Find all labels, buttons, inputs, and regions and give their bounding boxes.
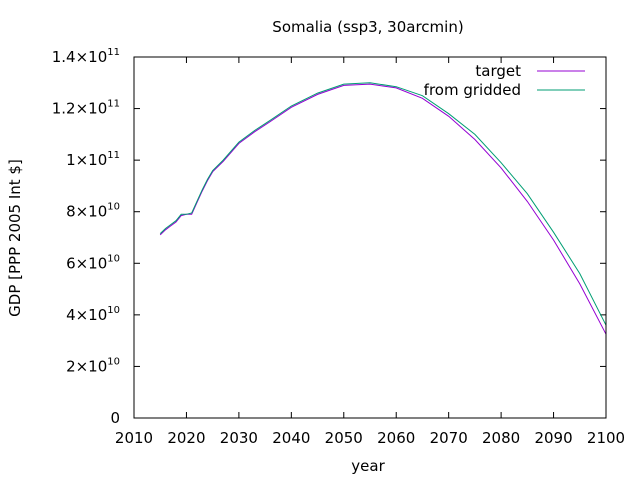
y-tick-base: 1.4×10 (52, 48, 108, 66)
y-tick-exponent: 10 (107, 202, 120, 213)
x-tick-label: 2100 (587, 429, 625, 447)
y-tick-exponent: 10 (107, 356, 120, 367)
y-tick-base: 1×10 (66, 151, 107, 169)
y-tick-label: 6×1010 (66, 253, 120, 272)
y-tick-label: 1.2×1011 (52, 99, 120, 118)
legend-label: from gridded (424, 81, 521, 99)
x-tick-label: 2090 (534, 429, 572, 447)
y-tick-base: 0 (110, 409, 120, 427)
x-tick-label: 2060 (377, 429, 415, 447)
y-tick-label: 0 (110, 409, 120, 427)
plot-frame (133, 56, 607, 419)
y-tick-label: 8×1010 (66, 202, 120, 221)
chart-title: Somalia (ssp3, 30arcmin) (272, 18, 463, 36)
y-tick-label: 4×1010 (66, 305, 120, 324)
y-tick-base: 1.2×10 (52, 100, 108, 118)
series-line-target (159, 83, 607, 335)
y-tick-exponent: 10 (107, 253, 120, 264)
y-tick-label: 1.4×1011 (52, 47, 120, 66)
y-axis-label: GDP [PPP 2005 Int $] (6, 159, 24, 317)
legend-label: target (475, 62, 521, 80)
y-tick-exponent: 11 (107, 150, 120, 161)
x-tick-label: 2030 (220, 429, 258, 447)
x-tick-label: 2080 (482, 429, 520, 447)
y-tick-base: 8×10 (66, 203, 107, 221)
x-tick-label: 2010 (115, 429, 153, 447)
y-tick-exponent: 10 (107, 305, 120, 316)
x-tick-label: 2050 (325, 429, 363, 447)
y-tick-base: 2×10 (66, 357, 107, 375)
series-line-from-gridded (159, 82, 607, 326)
y-tick-exponent: 11 (107, 47, 120, 58)
y-tick-label: 1×1011 (66, 150, 120, 169)
x-axis-label: year (351, 457, 385, 475)
y-tick-exponent: 11 (107, 99, 120, 110)
x-tick-label: 2040 (272, 429, 310, 447)
x-tick-label: 2070 (430, 429, 468, 447)
y-tick-base: 4×10 (66, 306, 107, 324)
y-tick-base: 6×10 (66, 254, 107, 272)
y-tick-label: 2×1010 (66, 356, 120, 375)
x-tick-label: 2020 (167, 429, 205, 447)
